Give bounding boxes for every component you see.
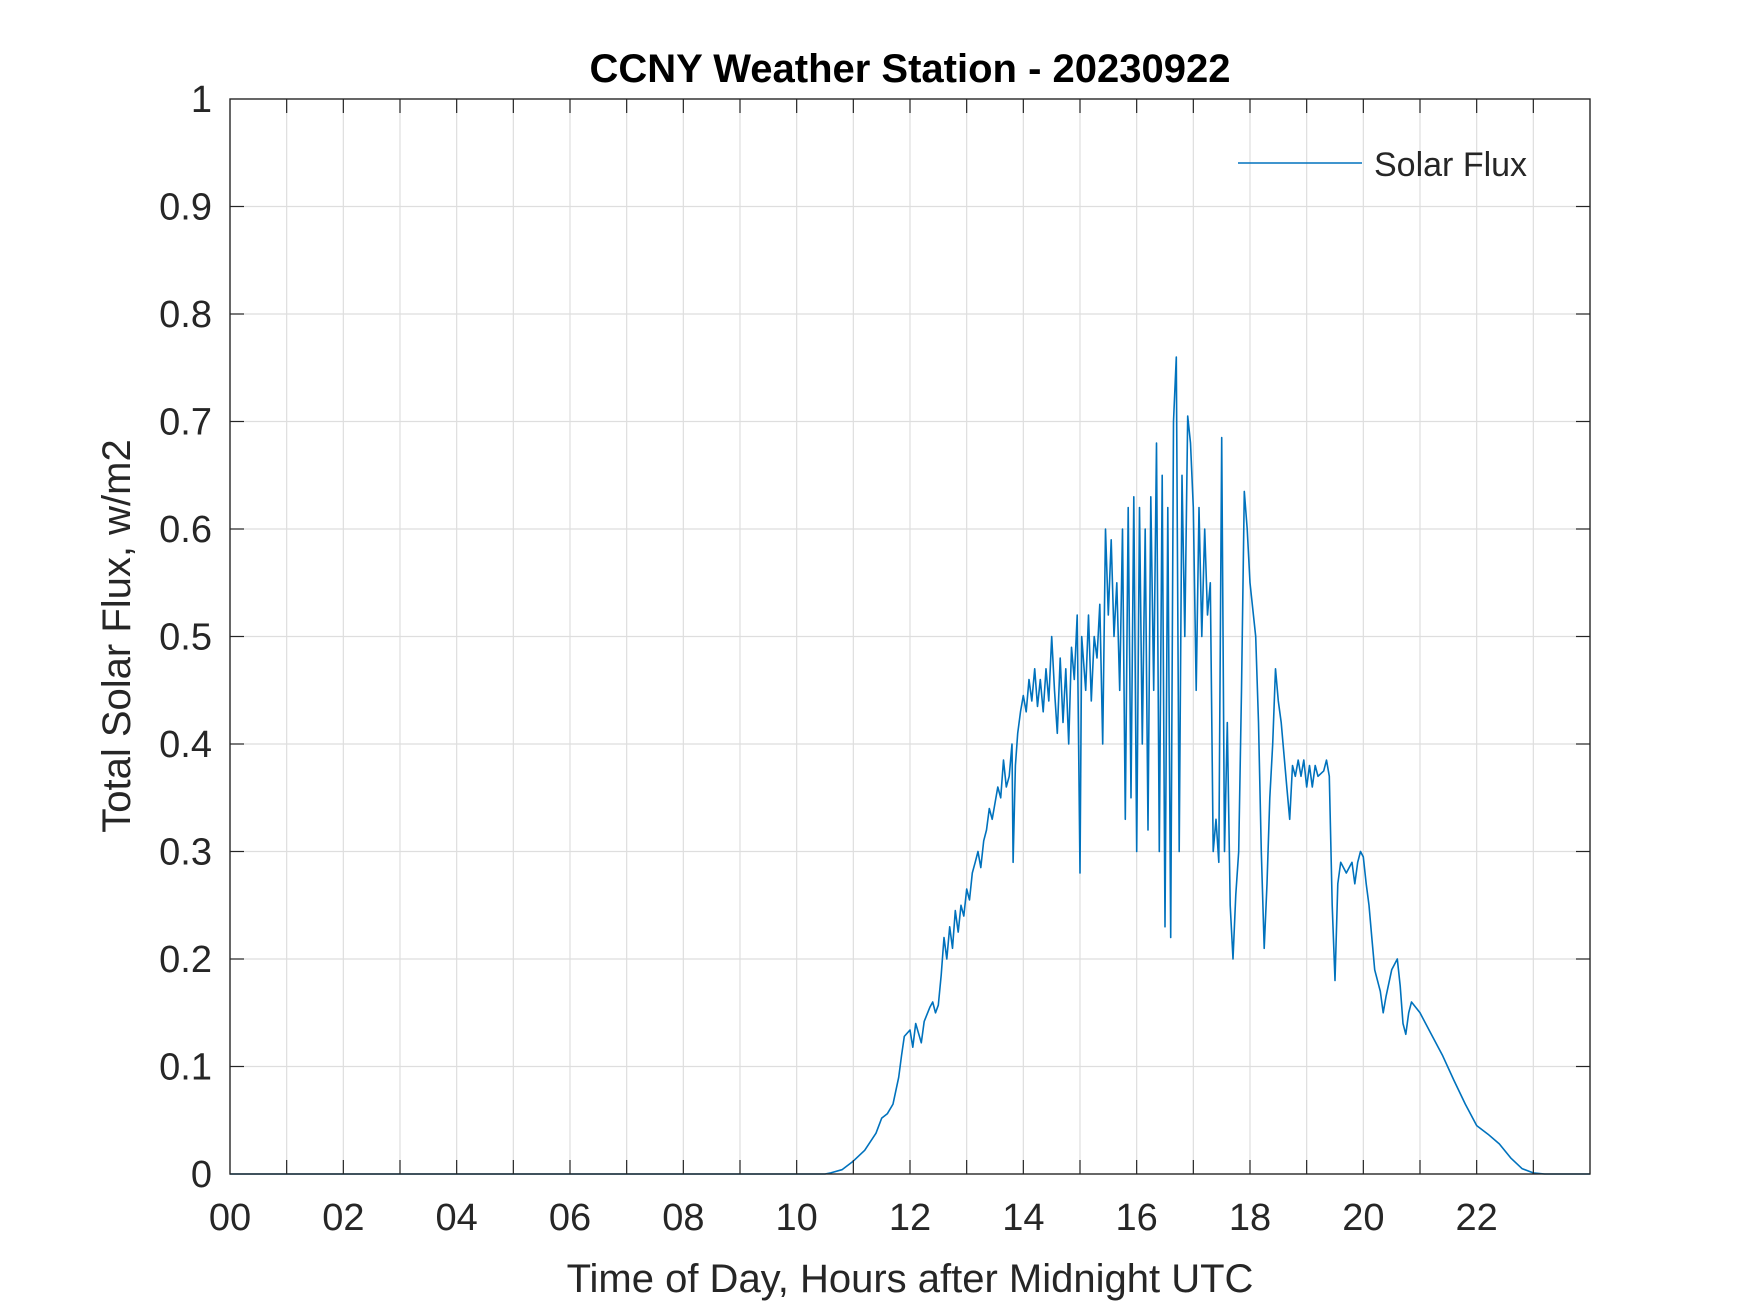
y-tick-label: 0.3 bbox=[159, 832, 212, 874]
series-line-solar-flux bbox=[230, 356, 1590, 1175]
y-tick-label: 1 bbox=[191, 79, 212, 121]
y-axis-label: Total Solar Flux, w/m2 bbox=[95, 439, 139, 832]
tick-marks bbox=[230, 99, 1590, 1174]
legend-label-solar-flux: Solar Flux bbox=[1374, 146, 1527, 184]
x-tick-label: 04 bbox=[436, 1197, 478, 1239]
y-tick-label: 0.9 bbox=[159, 187, 212, 229]
x-tick-label: 22 bbox=[1456, 1197, 1498, 1239]
y-tick-label: 0.1 bbox=[159, 1047, 212, 1089]
series-group bbox=[230, 356, 1590, 1175]
y-tick-label: 0.2 bbox=[159, 939, 212, 981]
x-tick-label: 16 bbox=[1116, 1197, 1158, 1239]
x-axis-label: Time of Day, Hours after Midnight UTC bbox=[567, 1257, 1254, 1301]
x-tick-label: 18 bbox=[1229, 1197, 1271, 1239]
x-tick-label: 20 bbox=[1342, 1197, 1384, 1239]
legend: Solar Flux bbox=[1238, 146, 1527, 184]
chart-title: CCNY Weather Station - 20230922 bbox=[590, 47, 1231, 91]
y-tick-label: 0.7 bbox=[159, 402, 212, 444]
x-tick-label: 14 bbox=[1002, 1197, 1044, 1239]
x-tick-label: 02 bbox=[322, 1197, 364, 1239]
x-tick-label: 10 bbox=[776, 1197, 818, 1239]
y-tick-label: 0 bbox=[191, 1154, 212, 1196]
grid-lines bbox=[230, 99, 1590, 1174]
y-tick-label: 0.4 bbox=[159, 724, 212, 766]
x-tick-label: 06 bbox=[549, 1197, 591, 1239]
y-tick-label: 0.6 bbox=[159, 509, 212, 551]
y-tick-label: 0.8 bbox=[159, 294, 212, 336]
x-tick-labels: 00 02 04 06 08 10 12 14 16 18 20 22 bbox=[209, 1197, 1498, 1239]
x-tick-label: 12 bbox=[889, 1197, 931, 1239]
x-tick-label: 08 bbox=[662, 1197, 704, 1239]
y-tick-label: 0.5 bbox=[159, 617, 212, 659]
x-tick-label: 00 bbox=[209, 1197, 251, 1239]
y-tick-labels: 0 0.1 0.2 0.3 0.4 0.5 0.6 0.7 0.8 0.9 1 bbox=[159, 79, 212, 1196]
